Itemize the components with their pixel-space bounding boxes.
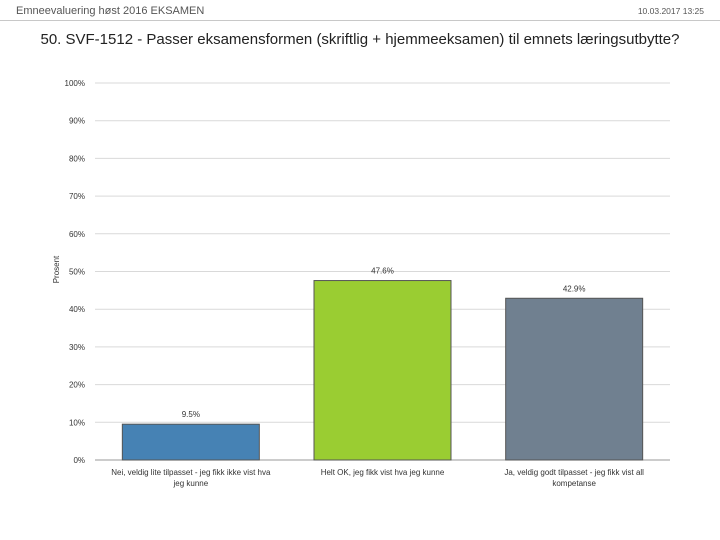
y-tick-label: 80% <box>69 154 85 163</box>
bar <box>313 280 452 461</box>
x-category-label: Ja, veldig godt tilpasset - jeg fikk vis… <box>504 468 644 488</box>
y-axis-ticks: 0% 10% 20% 30% 40% 50% 60% 70% 80% 90% 100% <box>65 79 85 465</box>
bar-value-label: 9.5% <box>182 410 200 419</box>
y-tick-label: 20% <box>69 381 85 390</box>
header-divider <box>0 20 720 21</box>
bar-value-label: 47.6% <box>371 267 394 276</box>
y-tick-label: 70% <box>69 192 85 201</box>
y-tick-label: 100% <box>65 79 85 88</box>
bar <box>121 423 260 461</box>
y-tick-label: 10% <box>69 418 85 427</box>
y-axis-title: Prosent <box>52 255 61 283</box>
survey-title: Emneevaluering høst 2016 EKSAMEN <box>16 5 205 17</box>
y-tick-label: 90% <box>69 117 85 126</box>
y-tick-label: 40% <box>69 305 85 314</box>
y-tick-label: 60% <box>69 230 85 239</box>
y-tick-label: 0% <box>73 456 85 465</box>
data-labels: 9.5% 47.6% 42.9% <box>182 267 586 420</box>
chart-title: 50. SVF-1512 - Passer eksamensformen (sk… <box>40 31 680 48</box>
bars <box>121 280 644 461</box>
report-datetime: 10.03.2017 13:25 <box>637 6 704 16</box>
x-category-label: Nei, veldig lite tilpasset - jeg fikk ik… <box>111 468 271 488</box>
y-tick-label: 30% <box>69 343 85 352</box>
x-category-label: Helt OK, jeg fikk vist hva jeg kunne <box>321 468 445 477</box>
x-axis-categories: Nei, veldig lite tilpasset - jeg fikk ik… <box>111 468 644 488</box>
bar <box>505 297 644 461</box>
y-tick-label: 50% <box>69 268 85 277</box>
bar-value-label: 42.9% <box>563 284 586 293</box>
